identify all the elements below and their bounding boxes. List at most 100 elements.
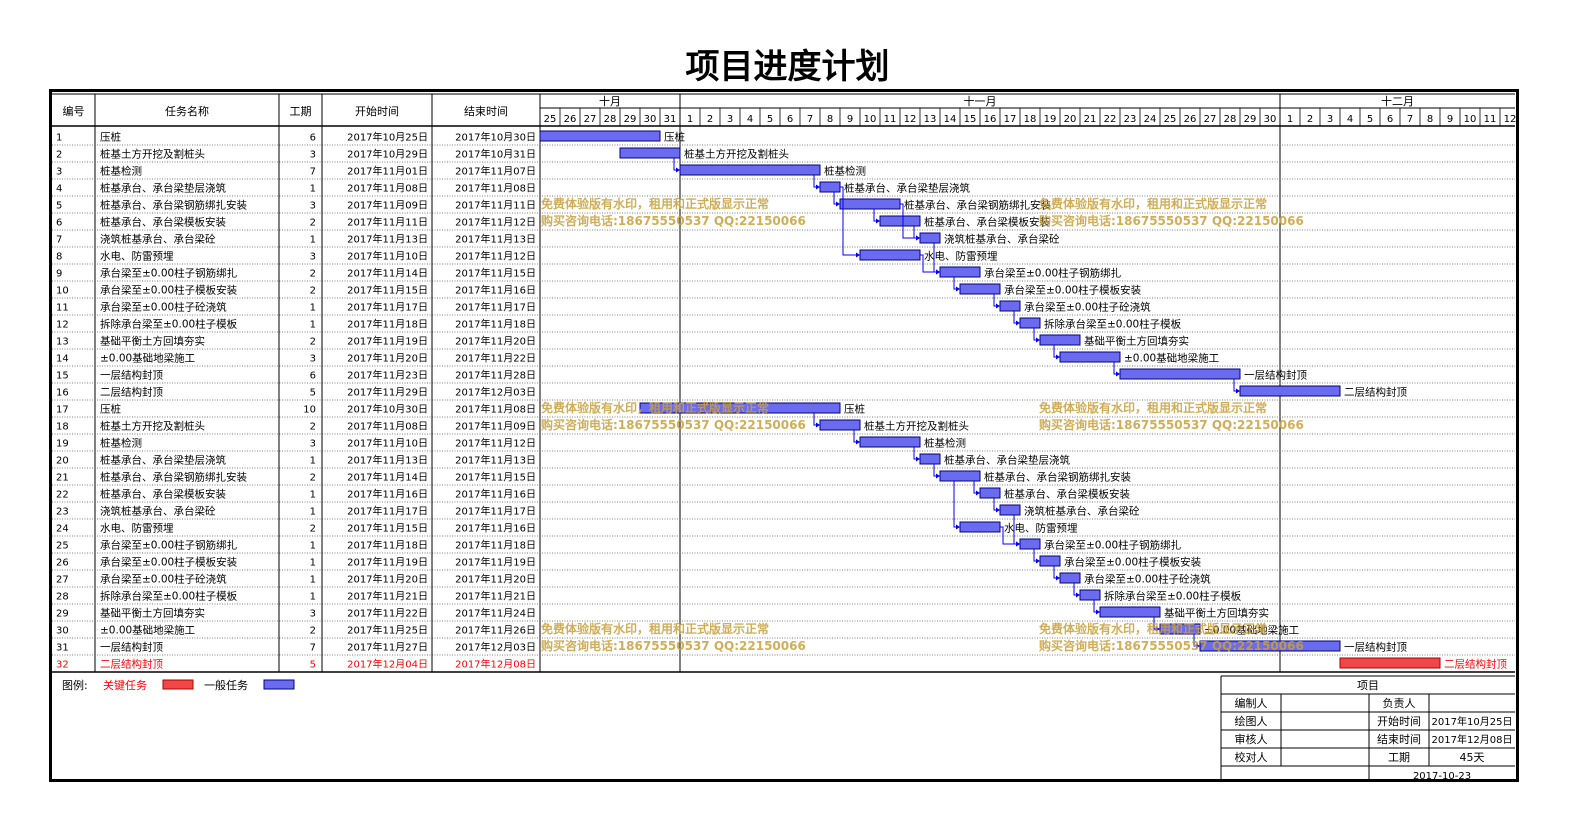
- task-start: 2017年11月14日: [347, 471, 428, 484]
- day-label: 8: [827, 114, 833, 125]
- task-name: 桩基承台、承台梁垫层浇筑: [100, 454, 226, 467]
- task-start: 2017年11月13日: [347, 454, 428, 467]
- day-label: 2: [707, 114, 713, 125]
- day-label: 4: [1347, 114, 1353, 125]
- task-duration: 2: [310, 218, 316, 229]
- task-name: 桩基承台、承台梁钢筋绑扎安装: [100, 471, 247, 484]
- task-start: 2017年10月29日: [347, 148, 428, 161]
- arrow-head: [856, 252, 860, 258]
- task-id: 21: [56, 473, 69, 484]
- task-end: 2017年11月19日: [455, 556, 536, 569]
- column-header: 任务名称: [165, 104, 209, 118]
- task-end: 2017年11月24日: [455, 607, 536, 620]
- day-label: 10: [1464, 114, 1477, 125]
- task-name: 承台梁至±0.00柱子模板安装: [100, 284, 238, 297]
- task-duration: 1: [310, 575, 316, 586]
- gantt-bar: [539, 130, 661, 142]
- day-label: 9: [1447, 114, 1453, 125]
- task-end: 2017年11月15日: [455, 471, 536, 484]
- day-label: 17: [1004, 114, 1017, 125]
- task-start: 2017年11月22日: [347, 607, 428, 620]
- task-end: 2017年11月12日: [455, 250, 536, 263]
- day-label: 20: [1064, 114, 1077, 125]
- task-end: 2017年12月03日: [455, 386, 536, 399]
- task-id: 9: [56, 269, 62, 280]
- day-label: 6: [787, 114, 793, 125]
- bar-label: 桩基土方开挖及割桩头: [684, 148, 789, 161]
- day-label: 3: [727, 114, 733, 125]
- task-end: 2017年10月30日: [455, 131, 536, 144]
- bar-label: 水电、防雷预埋: [1004, 522, 1078, 535]
- task-start: 2017年11月09日: [347, 199, 428, 212]
- task-end: 2017年11月17日: [455, 505, 536, 518]
- bar-label: 浇筑桩基承台、承台梁砼: [944, 233, 1060, 246]
- bar-label: 压桩: [844, 403, 865, 416]
- day-label: 29: [624, 114, 637, 125]
- bar-label: 拆除承台梁至±0.00柱子模板: [1104, 590, 1242, 603]
- task-duration: 3: [310, 354, 316, 365]
- task-id: 13: [56, 337, 69, 348]
- watermark-line1: 免费体验版有水印，租用和正式版显示正常: [1039, 400, 1267, 415]
- task-start: 2017年11月11日: [347, 216, 428, 229]
- arrow-head: [1016, 541, 1020, 547]
- gantt-bar: [639, 402, 841, 414]
- day-label: 5: [767, 114, 773, 125]
- day-label: 4: [747, 114, 753, 125]
- arrow-head: [676, 167, 680, 173]
- task-end: 2017年11月18日: [455, 318, 536, 331]
- arrow-head: [936, 269, 940, 275]
- task-name: 承台梁至±0.00柱子模板安装: [100, 556, 238, 569]
- bar-label: 承台梁至±0.00柱子模板安装: [1064, 556, 1202, 569]
- task-id: 2: [56, 150, 62, 161]
- task-end: 2017年12月08日: [455, 658, 536, 671]
- task-name: 拆除承台梁至±0.00柱子模板: [100, 318, 238, 331]
- bar-label: 承台梁至±0.00柱子模板安装: [1004, 284, 1142, 297]
- dependency-arrow: [840, 186, 859, 256]
- task-duration: 1: [310, 303, 316, 314]
- task-id: 3: [56, 167, 62, 178]
- legend-critical-label: 关键任务: [103, 678, 147, 692]
- column-header: 编号: [63, 104, 85, 118]
- task-id: 1: [56, 133, 62, 144]
- bar-label: 承台梁至±0.00柱子钢筋绑扎: [1044, 539, 1182, 552]
- bar-label: 桩基承台、承台梁垫层浇筑: [944, 454, 1070, 467]
- watermark-line1: 免费体验版有水印，租用和正式版显示正常: [1039, 621, 1267, 636]
- watermark-line1: 免费体验版有水印，租用和正式版显示正常: [1039, 196, 1267, 211]
- day-label: 8: [1427, 114, 1433, 125]
- task-duration: 2: [310, 337, 316, 348]
- info-box-cell: 审核人: [1235, 732, 1268, 746]
- day-label: 12: [1504, 114, 1517, 125]
- day-label: 26: [1184, 114, 1197, 125]
- arrow-head: [936, 473, 940, 479]
- day-label: 9: [847, 114, 853, 125]
- task-duration: 2: [310, 626, 316, 637]
- arrow-head: [1236, 388, 1240, 394]
- dependency-arrow: [920, 254, 939, 273]
- bar-label: 桩基承台、承台梁钢筋绑扎安装: [984, 471, 1131, 484]
- task-duration: 5: [310, 388, 316, 399]
- info-box-cell: 绘图人: [1235, 714, 1268, 728]
- day-label: 30: [644, 114, 657, 125]
- arrow-head: [856, 439, 860, 445]
- task-end: 2017年11月16日: [455, 522, 536, 535]
- task-id: 22: [56, 490, 69, 501]
- bar-label: 桩基土方开挖及割桩头: [864, 420, 969, 433]
- arrow-head: [996, 507, 1000, 513]
- task-id: 28: [56, 592, 69, 603]
- task-id: 24: [56, 524, 69, 535]
- task-start: 2017年11月13日: [347, 233, 428, 246]
- info-box-cell: 45天: [1460, 751, 1485, 764]
- task-duration: 1: [310, 456, 316, 467]
- bar-label: 一层结构封顶: [1344, 641, 1407, 654]
- legend-normal-swatch: [263, 679, 295, 690]
- page-title: 项目进度计划: [685, 47, 890, 87]
- task-name: 拆除承台梁至±0.00柱子模板: [100, 590, 238, 603]
- watermark-line2: 购买咨询电话:18675550537 QQ:22150066: [1039, 638, 1304, 653]
- task-name: 浇筑桩基承台、承台梁砼: [100, 233, 216, 246]
- task-start: 2017年11月16日: [347, 488, 428, 501]
- legend-critical-swatch: [162, 679, 194, 690]
- watermark-line2: 购买咨询电话:18675550537 QQ:22150066: [541, 417, 806, 432]
